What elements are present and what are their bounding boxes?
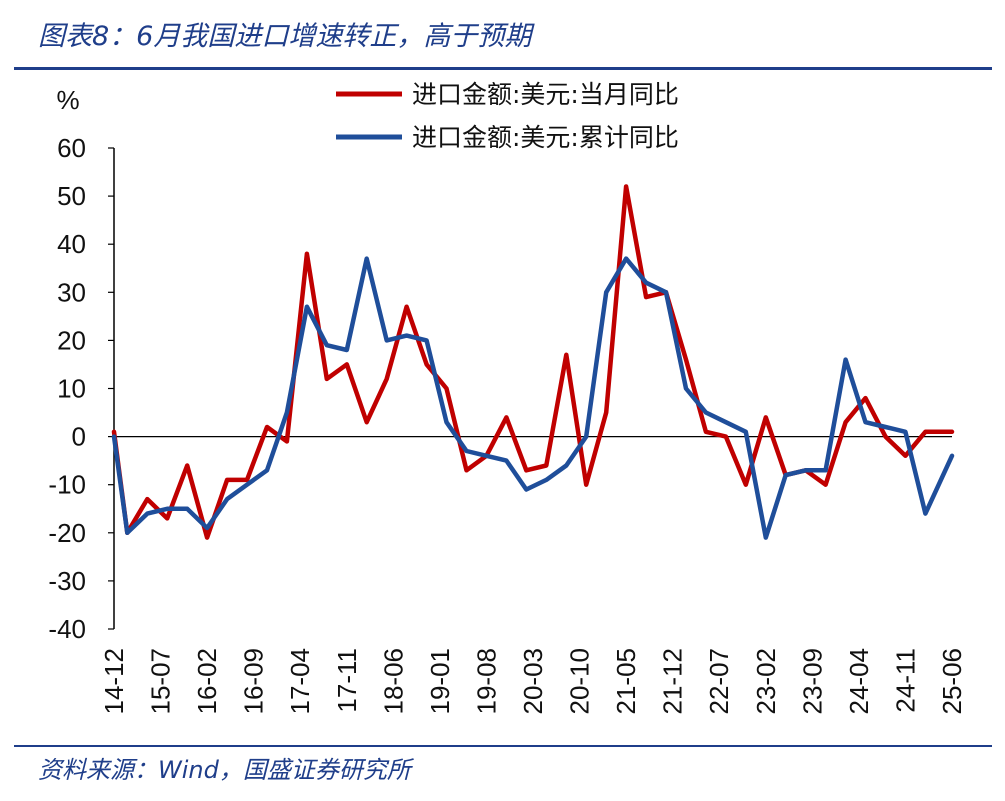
x-tick-label: 20-03 [518,648,548,715]
x-tick-label: 17-04 [285,648,315,715]
x-tick-label: 14-12 [99,648,129,715]
y-tick-label: -20 [48,518,86,548]
series-line-cumulative-yoy [111,256,955,540]
legend-label: 进口金额:美元:当月同比 [412,80,679,109]
x-tick-label: 21-05 [611,648,641,715]
x-tick-label: 15-07 [146,648,176,715]
y-tick-label: -40 [48,614,86,644]
x-tick-label: 24-04 [844,648,874,715]
footer-divider [14,745,992,747]
y-axis-label: % [56,85,79,115]
x-tick-label: 23-02 [751,648,781,715]
x-tick-label: 24-11 [890,648,920,713]
x-tick-label: 16-02 [192,648,222,715]
y-tick-label: 60 [57,133,86,163]
y-tick-label: 10 [57,374,86,404]
x-tick-label: 17-11 [332,648,362,713]
title-divider [14,67,992,70]
x-tick-label: 23-09 [797,648,827,715]
y-tick-label: -10 [48,470,86,500]
x-tick-label: 25-06 [937,648,967,715]
x-tick-label: 21-12 [658,648,688,715]
x-tick-label: 22-07 [704,648,734,715]
y-tick-label: 30 [57,277,86,307]
source-note: 资料来源：Wind，国盛证券研究所 [38,756,411,784]
y-tick-label: 50 [57,181,86,211]
legend-label: 进口金额:美元:累计同比 [412,123,679,152]
y-tick-label: 0 [72,422,86,452]
x-tick-label: 16-09 [239,648,269,715]
x-tick-label: 20-10 [565,648,595,715]
x-tick-label: 18-06 [378,648,408,715]
chart-title: 图表8：6月我国进口增速转正，高于预期 [38,21,532,52]
x-tick-label: 19-08 [471,648,501,715]
y-tick-label: 20 [57,325,86,355]
y-tick-label: 40 [57,229,86,259]
y-tick-label: -30 [48,566,86,596]
x-tick-label: 19-01 [425,648,455,715]
